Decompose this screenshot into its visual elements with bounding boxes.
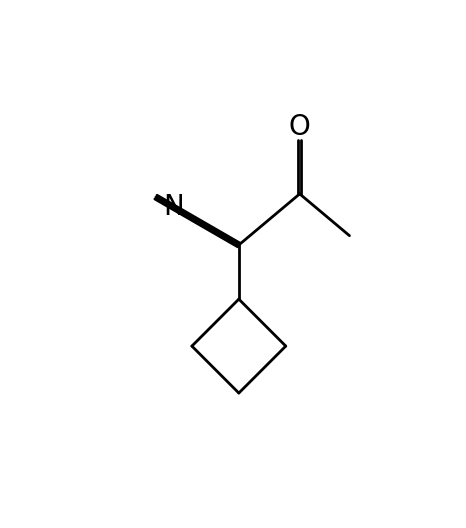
Text: N: N xyxy=(163,193,184,221)
Text: O: O xyxy=(289,113,310,141)
